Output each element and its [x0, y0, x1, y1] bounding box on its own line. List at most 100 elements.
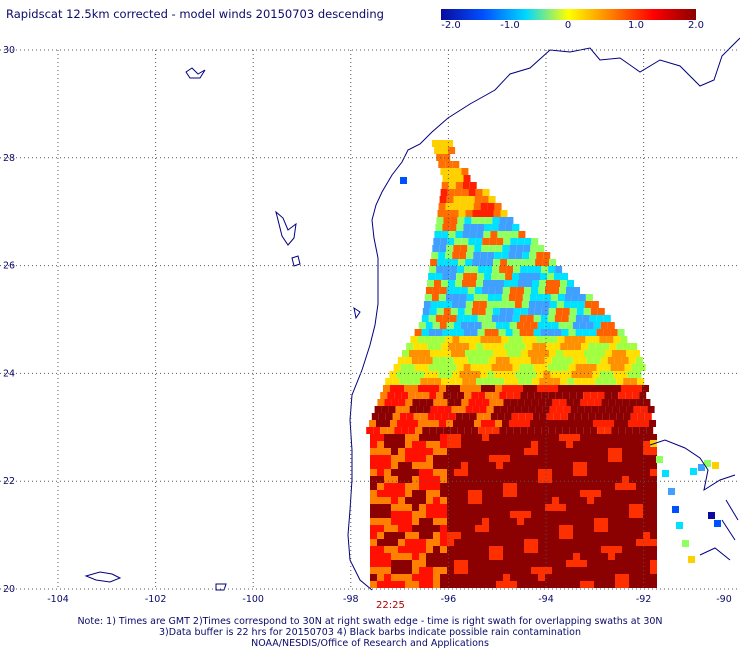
wind-diff-cell [600, 322, 608, 329]
wind-diff-cell [504, 231, 512, 238]
wind-diff-cell [456, 224, 464, 231]
wind-diff-cell [459, 203, 467, 210]
wind-diff-cell [496, 539, 503, 546]
wind-diff-cell [642, 385, 649, 392]
wind-diff-cell [530, 385, 537, 392]
wind-diff-cell [467, 196, 475, 203]
wind-diff-cell [565, 322, 573, 329]
wind-diff-cell [594, 483, 601, 490]
wind-diff-cell [398, 455, 405, 462]
wind-diff-cell [510, 581, 517, 588]
wind-diff-cell [400, 177, 407, 184]
wind-diff-cell [524, 490, 531, 497]
wind-diff-cell [636, 483, 643, 490]
lat-tick-label: 30 [3, 45, 15, 56]
wind-diff-cell [450, 427, 458, 434]
wind-diff-cell [615, 497, 622, 504]
wind-diff-cell [384, 469, 391, 476]
wind-diff-cell [524, 532, 531, 539]
wind-diff-cell [603, 364, 611, 371]
wind-diff-cell [583, 392, 591, 399]
wind-diff-cell [650, 567, 657, 574]
wind-diff-cell [444, 301, 452, 308]
wind-diff-cell [505, 224, 513, 231]
wind-diff-cell [370, 469, 377, 476]
wind-diff-cell [444, 210, 452, 217]
wind-diff-cell [405, 539, 412, 546]
wind-diff-cell [505, 364, 513, 371]
wind-diff-cell [428, 364, 436, 371]
wind-diff-cell [442, 364, 450, 371]
wind-diff-cell [447, 483, 454, 490]
wind-diff-cell [467, 245, 475, 252]
wind-diff-cell [650, 511, 657, 518]
wind-diff-cell [401, 392, 409, 399]
wind-diff-cell [594, 525, 601, 532]
wind-diff-cell [412, 483, 419, 490]
wind-diff-cell [545, 539, 552, 546]
wind-diff-cell [461, 448, 468, 455]
wind-diff-cell [524, 399, 532, 406]
wind-diff-cell [519, 364, 527, 371]
wind-diff-cell [493, 406, 501, 413]
wind-diff-cell [532, 343, 540, 350]
wind-diff-cell [461, 581, 468, 588]
wind-diff-cell [493, 259, 501, 266]
wind-diff-cell [516, 245, 524, 252]
wind-diff-cell [526, 315, 534, 322]
wind-diff-cell [550, 294, 558, 301]
wind-diff-cell [474, 322, 482, 329]
wind-diff-cell [503, 399, 511, 406]
wind-diff-cell [643, 455, 650, 462]
wind-diff-cell [454, 434, 461, 441]
wind-diff-cell [510, 518, 517, 525]
wind-diff-cell [632, 392, 640, 399]
wind-diff-cell [544, 357, 552, 364]
wind-diff-cell [547, 364, 555, 371]
wind-diff-cell [601, 518, 608, 525]
wind-diff-cell [527, 266, 535, 273]
wind-diff-cell [555, 427, 563, 434]
wind-diff-cell [452, 252, 460, 259]
wind-diff-cell [370, 504, 377, 511]
wind-diff-cell [480, 294, 488, 301]
wind-diff-cell [471, 266, 479, 273]
wind-diff-cell [412, 553, 419, 560]
wind-diff-cell [580, 581, 587, 588]
wind-diff-cell [650, 504, 657, 511]
wind-diff-cell [433, 448, 440, 455]
wind-diff-cell [391, 525, 398, 532]
wind-diff-cell [443, 154, 451, 161]
wind-diff-cell [423, 301, 431, 308]
wind-diff-cell [475, 532, 482, 539]
wind-diff-cell [441, 231, 449, 238]
wind-diff-cell [371, 413, 379, 420]
wind-diff-cell [594, 441, 601, 448]
wind-diff-cell [615, 532, 622, 539]
wind-diff-cell [491, 224, 499, 231]
wind-diff-cell [492, 392, 500, 399]
wind-diff-cell [483, 378, 491, 385]
wind-diff-cell [639, 392, 647, 399]
wind-diff-cell [446, 140, 453, 147]
colorbar-label-min: -2.0 [441, 20, 461, 31]
wind-diff-cell [470, 364, 478, 371]
wind-diff-cell [418, 357, 426, 364]
wind-diff-cell [636, 497, 643, 504]
wind-diff-cell [440, 560, 447, 567]
wind-diff-cell [449, 224, 457, 231]
wind-diff-cell [461, 441, 468, 448]
wind-diff-cell [504, 343, 512, 350]
wind-diff-cell [475, 448, 482, 455]
wind-diff-cell [426, 567, 433, 574]
wind-diff-cell [419, 560, 426, 567]
wind-diff-cell [489, 553, 496, 560]
wind-diff-cell [438, 336, 446, 343]
wind-diff-cell [475, 238, 483, 245]
wind-diff-cell [602, 343, 610, 350]
wind-diff-cell [491, 364, 499, 371]
wind-diff-cell [574, 378, 582, 385]
wind-diff-cell [391, 546, 398, 553]
wind-diff-cell [517, 546, 524, 553]
wind-diff-cell [531, 553, 538, 560]
